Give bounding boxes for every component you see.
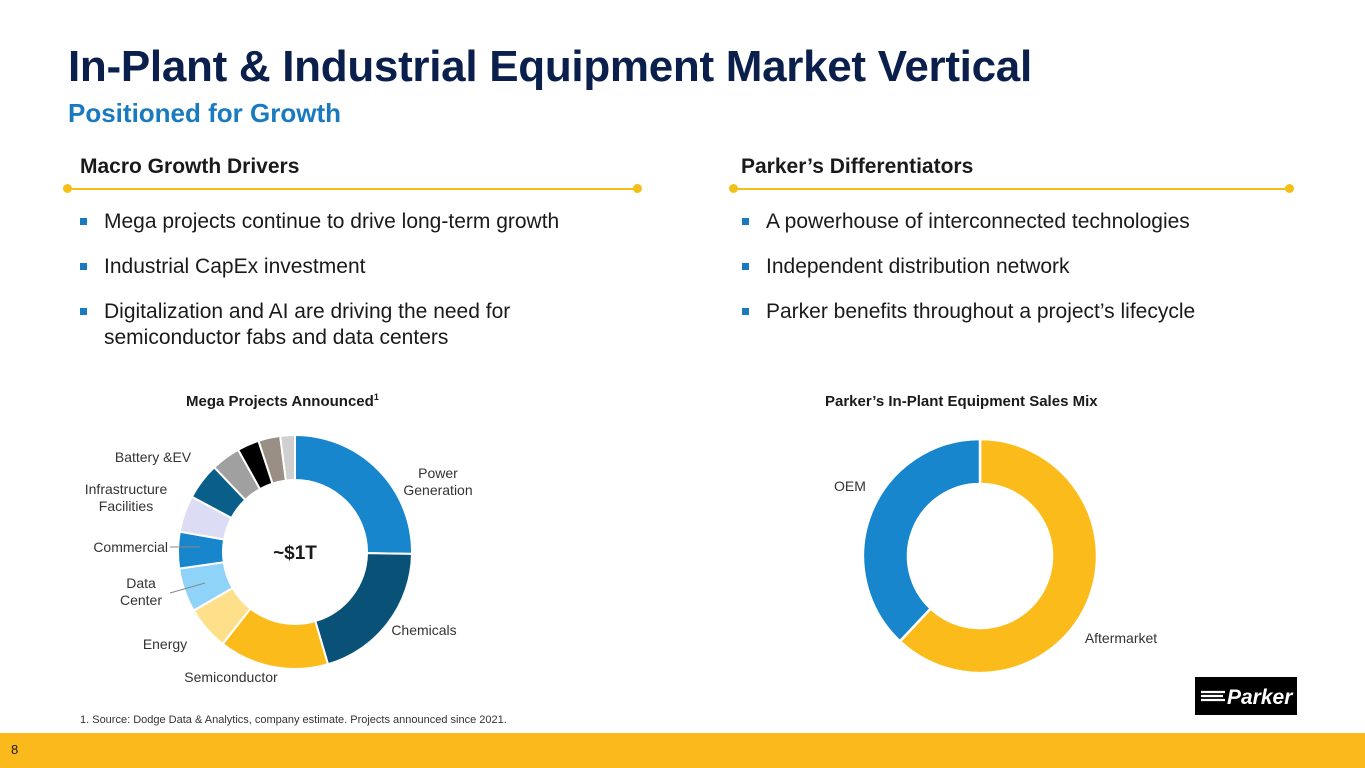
svg-text:Parker: Parker [1227,686,1294,709]
right-divider-start-dot [729,184,738,193]
list-item: Parker benefits throughout a project’s l… [728,299,1328,325]
slice-label: Commercial [93,539,168,555]
left-divider-start-dot [63,184,72,193]
page-title: In-Plant & Industrial Equipment Market V… [68,42,1032,92]
differentiators-heading: Parker’s Differentiators [741,155,973,179]
bullet-square-icon [80,218,87,225]
sales-mix-chart-title: Parker’s In-Plant Equipment Sales Mix [825,393,1098,410]
bullet-square-icon [742,308,749,315]
mega-projects-chart-title: Mega Projects Announced1 [186,392,379,410]
bullet-square-icon [742,218,749,225]
footnote: 1. Source: Dodge Data & Analytics, compa… [80,714,507,726]
macro-growth-drivers-heading: Macro Growth Drivers [80,155,299,179]
list-item: Mega projects continue to drive long-ter… [66,209,626,235]
slice-label: Data [126,575,156,591]
list-item: Independent distribution network [728,254,1328,280]
footer-bar [0,733,1365,768]
donut-slice-oem [863,439,980,641]
bullet-text: Digitalization and AI are driving the ne… [104,300,510,349]
page-subtitle: Positioned for Growth [68,98,341,129]
slice-label: OEM [834,478,866,494]
left-divider-end-dot [633,184,642,193]
list-item: Industrial CapEx investment [66,254,626,280]
slice-label: Power [418,465,458,481]
right-divider [734,188,1290,190]
macro-drivers-list: Mega projects continue to drive long-ter… [66,209,626,370]
bullet-square-icon [742,263,749,270]
slice-label: Battery &EV [115,449,192,465]
slice-label: Semiconductor [184,669,278,685]
slice-label: Chemicals [391,622,456,638]
slice-label: Aftermarket [1085,630,1157,646]
bullet-square-icon [80,308,87,315]
right-divider-end-dot [1285,184,1294,193]
page-number: 8 [11,742,18,757]
donut-slice-power-generation [295,435,412,554]
bullet-text: Parker benefits throughout a project’s l… [766,300,1195,323]
bullet-square-icon [80,263,87,270]
list-item: A powerhouse of interconnected technolog… [728,209,1328,235]
bullet-text: A powerhouse of interconnected technolog… [766,210,1190,233]
slice-label: Infrastructure [85,481,168,497]
slice-label: Generation [403,482,472,498]
center-total-label: ~$1T [273,543,317,564]
bullet-text: Mega projects continue to drive long-ter… [104,210,559,233]
bullet-text: Industrial CapEx investment [104,255,365,278]
left-divider [68,188,638,190]
sales-mix-donut-chart: OEM Aftermarket [800,420,1200,690]
slice-label: Energy [143,636,187,652]
slice-label: Facilities [99,498,153,514]
parker-logo: Parker [1195,677,1297,715]
bullet-text: Independent distribution network [766,255,1070,278]
list-item: Digitalization and AI are driving the ne… [66,299,604,351]
differentiators-list: A powerhouse of interconnected technolog… [728,209,1328,344]
slice-label: Center [120,592,162,608]
donut-slice-chemicals [315,553,412,664]
